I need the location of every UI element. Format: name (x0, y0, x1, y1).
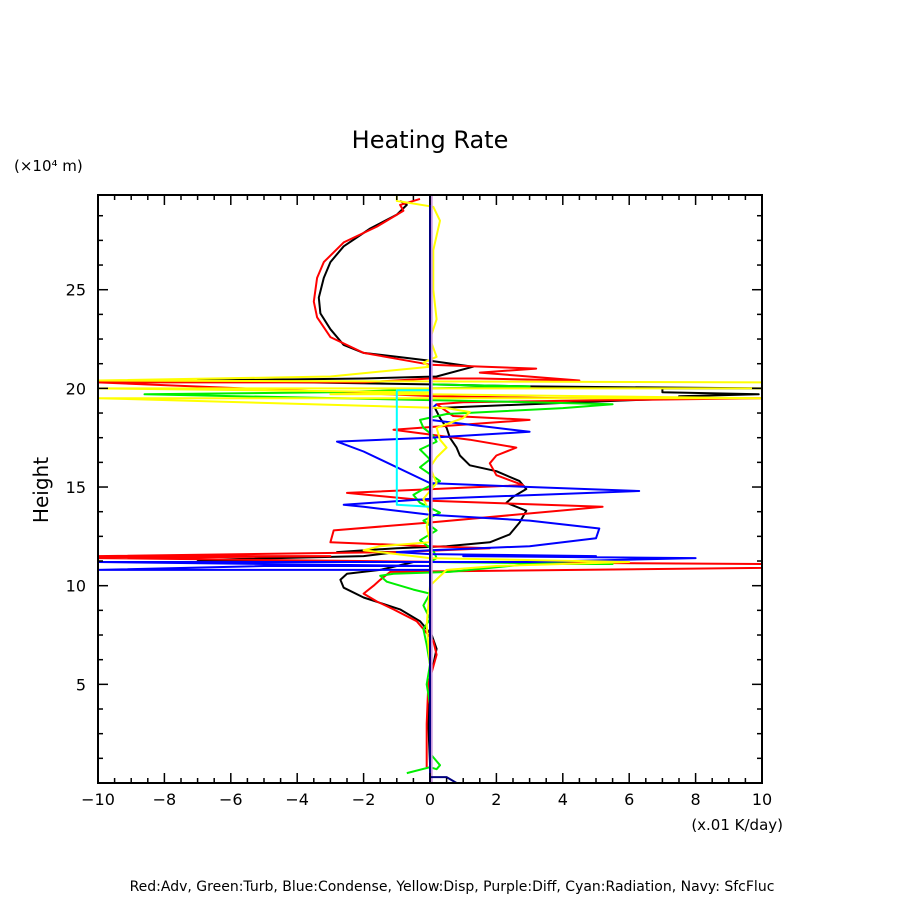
x-tick-label: 2 (491, 790, 501, 809)
x-tick-label: 10 (752, 790, 772, 809)
x-tick-label: 6 (624, 790, 634, 809)
series-line-green-turb (143, 383, 614, 775)
y-unit-label: (×10⁴ m) (14, 157, 83, 175)
x-tick-label: −2 (352, 790, 376, 809)
x-tick-label: −10 (81, 790, 115, 809)
x-axis-label: (x.01 K/day) (691, 816, 783, 834)
legend-text: Red:Adv, Green:Turb, Blue:Condense, Yell… (130, 879, 775, 895)
y-tick-label: 5 (76, 675, 86, 694)
y-axis-label: Height (29, 457, 53, 523)
x-tick-label: −4 (285, 790, 309, 809)
x-tick-label: −8 (153, 790, 177, 809)
y-tick-label: 10 (66, 577, 86, 596)
series-line-red-adv (97, 197, 763, 768)
x-tick-label: 8 (691, 790, 701, 809)
axes-layer: −10 −8 −6 −4 −2 0 2 4 6 8 10 5 10 15 20 25 (66, 194, 772, 809)
series-line-cyan-radiation (395, 389, 431, 508)
y-tick-label: 15 (66, 478, 86, 497)
x-tick-label: −6 (219, 790, 243, 809)
x-tick-label: 4 (558, 790, 568, 809)
chart-title: Heating Rate (352, 126, 509, 154)
series-line-total (196, 200, 763, 784)
series-layer (97, 195, 763, 784)
x-tick-label: 0 (425, 790, 435, 809)
y-tick-label: 20 (66, 379, 86, 398)
series-line-blue-condense (97, 403, 697, 783)
y-tick-label: 25 (66, 281, 86, 300)
